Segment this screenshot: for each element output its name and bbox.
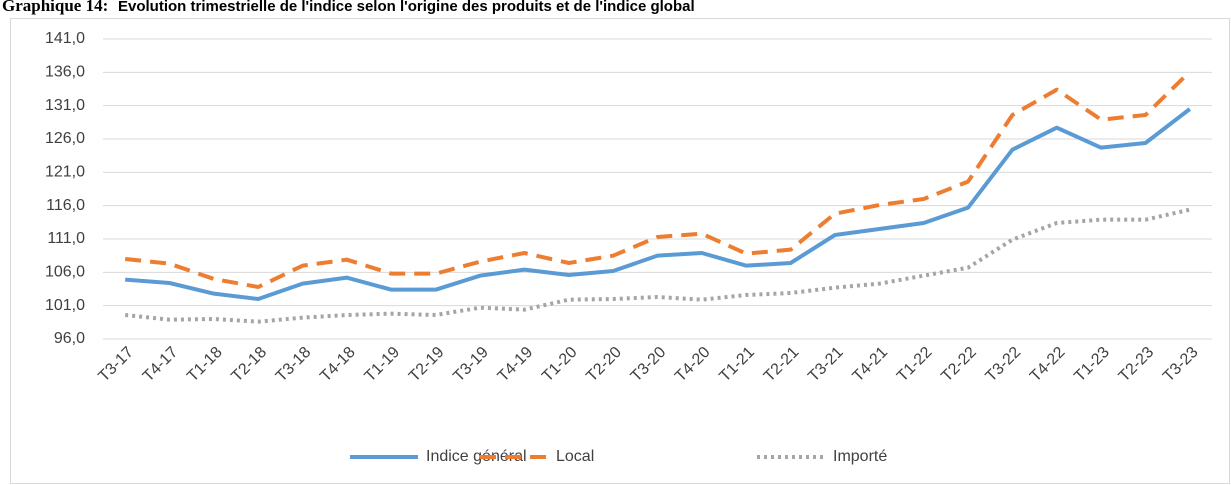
chart-title: Evolution trimestrielle de l'indice selo… [118,0,695,15]
y-tick-label: 96,0 [54,330,85,347]
y-tick-label: 106,0 [45,264,85,281]
series-line [124,70,1192,289]
y-tick-label: 126,0 [45,130,85,147]
y-tick-label: 141,0 [45,30,85,47]
series-line [124,207,1191,324]
chart-label: Graphique 14: [2,0,108,15]
legend-label: Indice général [426,448,527,465]
series-line [125,107,1192,301]
y-tick-label: 131,0 [45,97,85,114]
legend-label: Importé [833,448,887,465]
y-tick-label: 136,0 [45,64,85,81]
y-tick-label: 101,0 [45,297,85,314]
y-tick-label: 111,0 [47,230,85,247]
legend-label: Local [556,448,594,465]
y-tick-label: 121,0 [45,164,85,181]
y-tick-label: 116,0 [46,197,85,214]
